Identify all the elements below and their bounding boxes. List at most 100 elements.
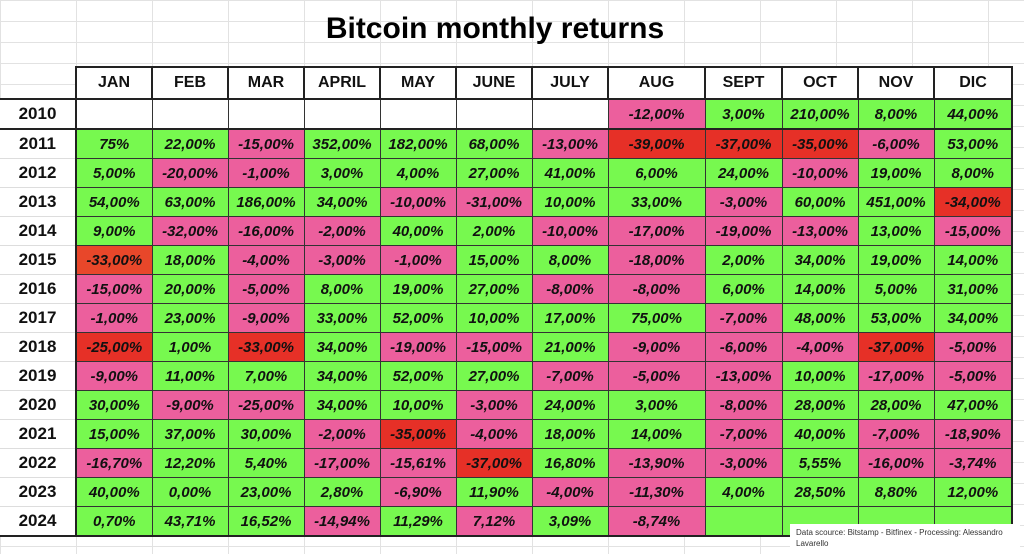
return-cell[interactable]: -8,74% <box>607 506 706 537</box>
return-cell[interactable]: 10,00% <box>531 187 609 217</box>
return-cell[interactable]: -32,00% <box>151 216 229 246</box>
return-cell[interactable]: 68,00% <box>455 128 533 159</box>
return-cell[interactable]: 4,00% <box>379 158 457 188</box>
return-cell[interactable]: 8,00% <box>857 98 935 130</box>
return-cell[interactable]: 16,80% <box>531 448 609 478</box>
return-cell[interactable] <box>151 98 229 130</box>
return-cell[interactable]: 34,00% <box>303 361 381 391</box>
return-cell[interactable]: -19,00% <box>379 332 457 362</box>
return-cell[interactable]: 11,90% <box>455 477 533 507</box>
return-cell[interactable]: -3,00% <box>455 390 533 420</box>
return-cell[interactable]: 24,00% <box>704 158 783 188</box>
return-cell[interactable]: -9,00% <box>151 390 229 420</box>
return-cell[interactable]: 34,00% <box>303 187 381 217</box>
return-cell[interactable]: 75% <box>75 128 153 159</box>
return-cell[interactable]: -25,00% <box>75 332 153 362</box>
return-cell[interactable]: 34,00% <box>303 390 381 420</box>
return-cell[interactable]: 10,00% <box>781 361 859 391</box>
return-cell[interactable]: -8,00% <box>607 274 706 304</box>
return-cell[interactable]: 53,00% <box>933 128 1013 159</box>
return-cell[interactable]: 27,00% <box>455 361 533 391</box>
return-cell[interactable]: 47,00% <box>933 390 1013 420</box>
return-cell[interactable]: -2,00% <box>303 419 381 449</box>
month-header-oct[interactable]: OCT <box>781 66 859 100</box>
return-cell[interactable]: 3,00% <box>704 98 783 130</box>
month-header-june[interactable]: JUNE <box>455 66 533 100</box>
return-cell[interactable]: -10,00% <box>379 187 457 217</box>
return-cell[interactable]: -9,00% <box>227 303 305 333</box>
return-cell[interactable]: -31,00% <box>455 187 533 217</box>
return-cell[interactable]: 7,00% <box>227 361 305 391</box>
return-cell[interactable]: 17,00% <box>531 303 609 333</box>
return-cell[interactable]: 27,00% <box>455 158 533 188</box>
return-cell[interactable]: -25,00% <box>227 390 305 420</box>
return-cell[interactable]: 18,00% <box>151 245 229 275</box>
year-cell[interactable]: 2013 <box>0 187 77 217</box>
year-cell[interactable]: 2018 <box>0 332 77 362</box>
return-cell[interactable]: -15,00% <box>933 216 1013 246</box>
return-cell[interactable]: 23,00% <box>151 303 229 333</box>
return-cell[interactable]: 6,00% <box>607 158 706 188</box>
month-header-may[interactable]: MAY <box>379 66 457 100</box>
return-cell[interactable]: -15,61% <box>379 448 457 478</box>
year-cell[interactable]: 2020 <box>0 390 77 420</box>
return-cell[interactable]: 8,80% <box>857 477 935 507</box>
return-cell[interactable]: -11,30% <box>607 477 706 507</box>
return-cell[interactable]: 48,00% <box>781 303 859 333</box>
return-cell[interactable]: 43,71% <box>151 506 229 537</box>
return-cell[interactable]: -1,00% <box>227 158 305 188</box>
return-cell[interactable]: 5,00% <box>857 274 935 304</box>
return-cell[interactable]: -16,70% <box>75 448 153 478</box>
return-cell[interactable]: -18,90% <box>933 419 1013 449</box>
return-cell[interactable]: 28,00% <box>857 390 935 420</box>
return-cell[interactable]: 9,00% <box>75 216 153 246</box>
return-cell[interactable]: 11,29% <box>379 506 457 537</box>
return-cell[interactable]: -6,90% <box>379 477 457 507</box>
year-cell[interactable]: 2012 <box>0 158 77 188</box>
return-cell[interactable]: 31,00% <box>933 274 1013 304</box>
return-cell[interactable]: 33,00% <box>607 187 706 217</box>
return-cell[interactable]: 14,00% <box>781 274 859 304</box>
return-cell[interactable]: 41,00% <box>531 158 609 188</box>
return-cell[interactable]: 34,00% <box>781 245 859 275</box>
return-cell[interactable]: -15,00% <box>75 274 153 304</box>
return-cell[interactable]: 7,12% <box>455 506 533 537</box>
return-cell[interactable]: -34,00% <box>933 187 1013 217</box>
return-cell[interactable]: 15,00% <box>75 419 153 449</box>
return-cell[interactable]: -1,00% <box>379 245 457 275</box>
return-cell[interactable]: 22,00% <box>151 128 229 159</box>
return-cell[interactable]: 53,00% <box>857 303 935 333</box>
return-cell[interactable]: 52,00% <box>379 361 457 391</box>
return-cell[interactable]: 21,00% <box>531 332 609 362</box>
return-cell[interactable]: 13,00% <box>857 216 935 246</box>
return-cell[interactable]: -2,00% <box>303 216 381 246</box>
return-cell[interactable]: -37,00% <box>704 128 783 159</box>
return-cell[interactable]: -16,00% <box>227 216 305 246</box>
return-cell[interactable]: 8,00% <box>531 245 609 275</box>
return-cell[interactable]: -15,00% <box>455 332 533 362</box>
return-cell[interactable]: 5,00% <box>75 158 153 188</box>
return-cell[interactable] <box>227 98 305 130</box>
return-cell[interactable]: 0,70% <box>75 506 153 537</box>
return-cell[interactable]: -7,00% <box>704 419 783 449</box>
return-cell[interactable]: -6,00% <box>704 332 783 362</box>
return-cell[interactable]: -5,00% <box>607 361 706 391</box>
return-cell[interactable]: 8,00% <box>303 274 381 304</box>
return-cell[interactable]: 14,00% <box>933 245 1013 275</box>
return-cell[interactable]: -4,00% <box>531 477 609 507</box>
return-cell[interactable] <box>455 98 533 130</box>
return-cell[interactable]: -9,00% <box>607 332 706 362</box>
return-cell[interactable]: 33,00% <box>303 303 381 333</box>
return-cell[interactable]: 34,00% <box>303 332 381 362</box>
return-cell[interactable]: 30,00% <box>227 419 305 449</box>
return-cell[interactable]: -10,00% <box>531 216 609 246</box>
return-cell[interactable]: -39,00% <box>607 128 706 159</box>
return-cell[interactable]: 40,00% <box>379 216 457 246</box>
return-cell[interactable]: 8,00% <box>933 158 1013 188</box>
return-cell[interactable]: 52,00% <box>379 303 457 333</box>
return-cell[interactable]: -5,00% <box>933 332 1013 362</box>
month-header-dic[interactable]: DIC <box>933 66 1013 100</box>
return-cell[interactable]: -33,00% <box>75 245 153 275</box>
return-cell[interactable]: 10,00% <box>455 303 533 333</box>
year-cell[interactable]: 2023 <box>0 477 77 507</box>
